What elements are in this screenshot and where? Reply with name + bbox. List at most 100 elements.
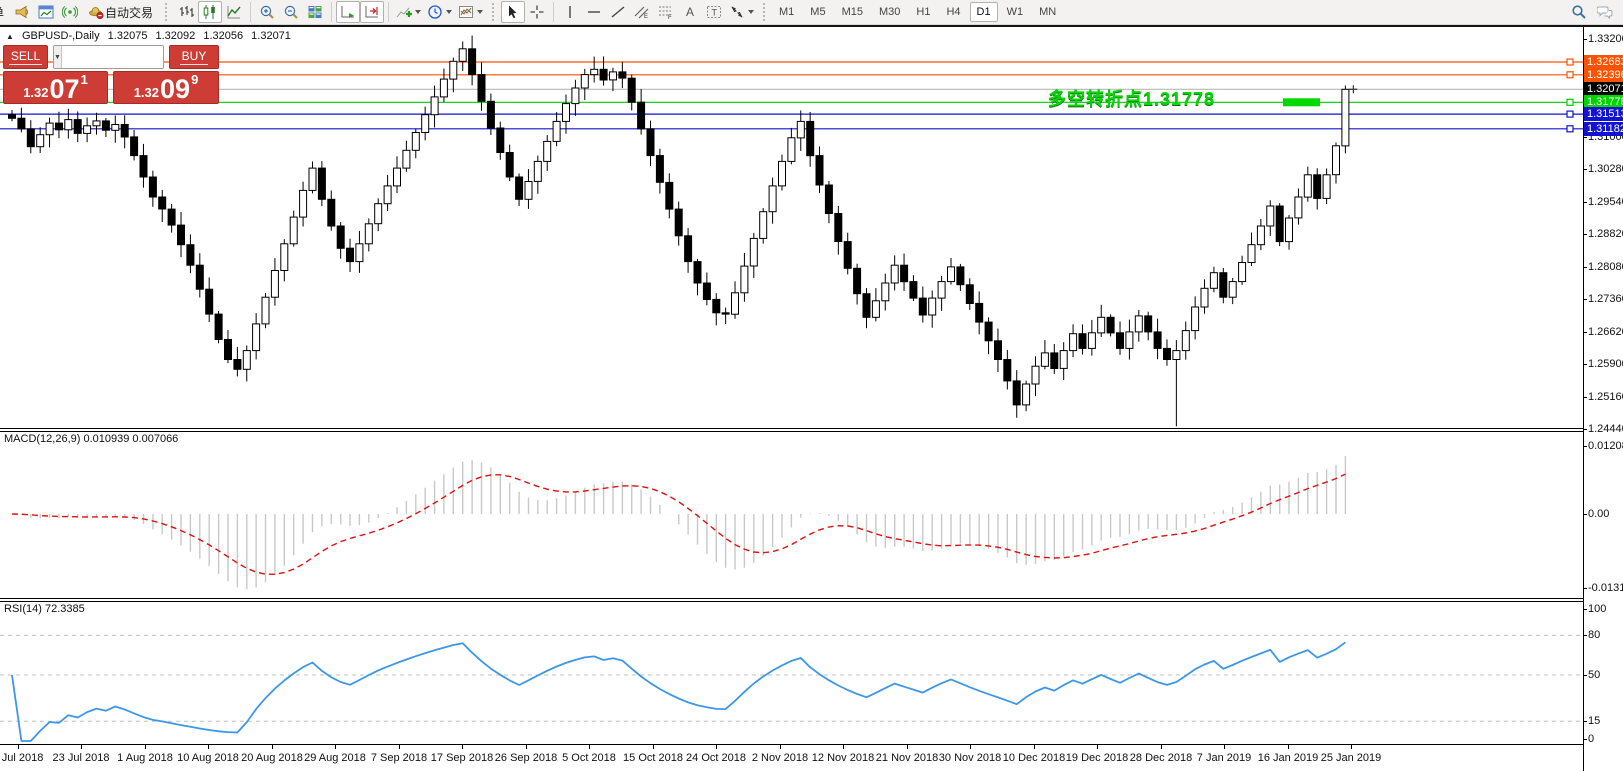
- search-icon[interactable]: [1571, 4, 1587, 20]
- pivot-annotation-text[interactable]: 多空转折点1.31778: [1048, 89, 1216, 109]
- chart-shift-button[interactable]: [360, 1, 385, 23]
- candle-body: [1285, 217, 1293, 243]
- candle-body: [308, 167, 317, 191]
- sell-button[interactable]: SELL: [3, 45, 48, 69]
- fibonacci-button[interactable]: F: [654, 1, 678, 23]
- text-button[interactable]: A: [678, 1, 702, 23]
- rsi-line: [11, 641, 1346, 742]
- arrows-button[interactable]: [726, 1, 757, 23]
- text-label-button[interactable]: T: [702, 1, 726, 23]
- macd-axis-tick: -0.01317: [1588, 582, 1623, 594]
- pane-separator[interactable]: [0, 428, 1583, 432]
- timeframe-button-M30[interactable]: M30: [878, 6, 901, 18]
- pane-separator[interactable]: [0, 598, 1583, 602]
- line-chart-button[interactable]: [222, 1, 246, 23]
- time-axis-tick-mark: [81, 745, 82, 749]
- toolbar-separator: [553, 2, 555, 22]
- autotrading-button[interactable]: 自动交易: [82, 1, 159, 23]
- horizontal-line-button[interactable]: [582, 1, 606, 23]
- price-line-label[interactable]: 1.32683: [1584, 55, 1623, 69]
- tile-windows-button[interactable]: [303, 1, 327, 23]
- axis-tick-mark: [1584, 169, 1587, 170]
- volume-input[interactable]: [61, 46, 163, 68]
- timeframe-button-M15[interactable]: M15: [841, 6, 863, 18]
- timeframe-button-M1[interactable]: M1: [779, 6, 795, 18]
- candle-body: [956, 266, 965, 286]
- line-handle[interactable]: [1566, 98, 1574, 106]
- candle-body: [26, 128, 35, 148]
- sell-price-display[interactable]: 1.32 07 1: [3, 71, 108, 104]
- chevron-down-icon: [477, 10, 484, 14]
- candle-body: [242, 350, 251, 370]
- trendline-button[interactable]: [606, 1, 630, 23]
- line-handle[interactable]: [1566, 110, 1574, 118]
- axis-tick-mark: [1584, 514, 1587, 515]
- crosshair-button[interactable]: [525, 1, 549, 23]
- candle-body: [1069, 333, 1078, 352]
- cursor-button[interactable]: [501, 1, 526, 23]
- annotation-dash[interactable]: [1283, 98, 1320, 107]
- timeframe-button-D1[interactable]: D1: [969, 2, 998, 22]
- bar-chart-button[interactable]: [174, 1, 198, 23]
- candle-body: [571, 87, 580, 105]
- candle-body: [1275, 205, 1284, 243]
- new-order-button[interactable]: 单: [0, 1, 10, 23]
- fibonacci-icon: F: [658, 4, 674, 20]
- line-handle[interactable]: [1566, 58, 1574, 66]
- price-axis[interactable]: 1.332001.324801.317401.310001.302801.295…: [1583, 27, 1623, 771]
- zoom-out-button[interactable]: [279, 1, 303, 23]
- indicators-button[interactable]: [393, 1, 424, 23]
- candlestick-button[interactable]: [198, 1, 223, 23]
- candle-body: [712, 298, 721, 314]
- signal-icon: [62, 4, 78, 20]
- signal-button[interactable]: [58, 1, 82, 23]
- equidistant-channel-button[interactable]: E: [630, 1, 654, 23]
- line-handle[interactable]: [1566, 125, 1574, 133]
- timeframe-button-MN[interactable]: MN: [1039, 6, 1057, 18]
- candle-body: [224, 339, 232, 360]
- candle-body: [787, 137, 796, 162]
- timeframe-button-W1[interactable]: W1: [1006, 6, 1024, 18]
- price-line-label[interactable]: 1.32396: [1584, 68, 1623, 82]
- volume-decrease-button[interactable]: ▼: [54, 46, 62, 68]
- time-axis[interactable]: 3 Jul 2018 23 Jul 2018 1 Aug 2018 10 Aug 20…: [0, 745, 1583, 771]
- price-line-label[interactable]: 1.31513: [1584, 107, 1623, 121]
- tile-windows-icon: [307, 4, 323, 20]
- candle-body: [740, 265, 749, 294]
- alerts-button[interactable]: [10, 1, 34, 23]
- price-line-label[interactable]: 1.32071: [1584, 82, 1623, 96]
- timeframe-button-M5[interactable]: M5: [810, 6, 826, 18]
- periods-button[interactable]: [424, 1, 455, 23]
- price-line-label[interactable]: 1.31778: [1584, 95, 1623, 109]
- candle-body: [674, 208, 683, 237]
- buy-button[interactable]: BUY: [169, 45, 219, 69]
- candle-body: [1200, 287, 1209, 308]
- candle-body: [918, 297, 927, 316]
- timeframe-button-H1[interactable]: H1: [916, 6, 931, 18]
- vertical-line-button[interactable]: [558, 1, 582, 23]
- axis-tick-mark: [1584, 721, 1587, 722]
- price-line-label[interactable]: 1.31182: [1584, 122, 1623, 136]
- chat-icon[interactable]: [1597, 4, 1613, 20]
- candle-body: [458, 48, 467, 62]
- chevron-down-icon: [446, 10, 453, 14]
- collapse-panel-icon[interactable]: ▲: [6, 32, 14, 41]
- candle-body: [853, 267, 862, 295]
- timeframe-button-H4[interactable]: H4: [946, 6, 961, 18]
- candle-body: [609, 71, 617, 81]
- zoom-in-button[interactable]: [255, 1, 279, 23]
- candle-body: [439, 78, 448, 98]
- line-handle[interactable]: [1566, 71, 1574, 79]
- date-label: 7 Jan 2019: [1196, 752, 1252, 764]
- date-label: 5 Oct 2018: [562, 752, 616, 764]
- candle-body: [618, 71, 627, 79]
- auto-scroll-button[interactable]: [336, 1, 361, 23]
- auto-scroll-icon: [340, 4, 356, 20]
- templates-button[interactable]: [455, 1, 486, 23]
- price-axis-tick: 1.28080: [1588, 261, 1623, 273]
- buy-price-display[interactable]: 1.32 09 9: [113, 71, 219, 104]
- chart-canvas[interactable]: [0, 27, 1583, 771]
- chart-window[interactable]: ▲ GBPUSD-,Daily 1.32075 1.32092 1.32056 …: [0, 25, 1623, 771]
- new-chart-button[interactable]: [34, 1, 58, 23]
- date-label: 1 Aug 2018: [117, 752, 173, 764]
